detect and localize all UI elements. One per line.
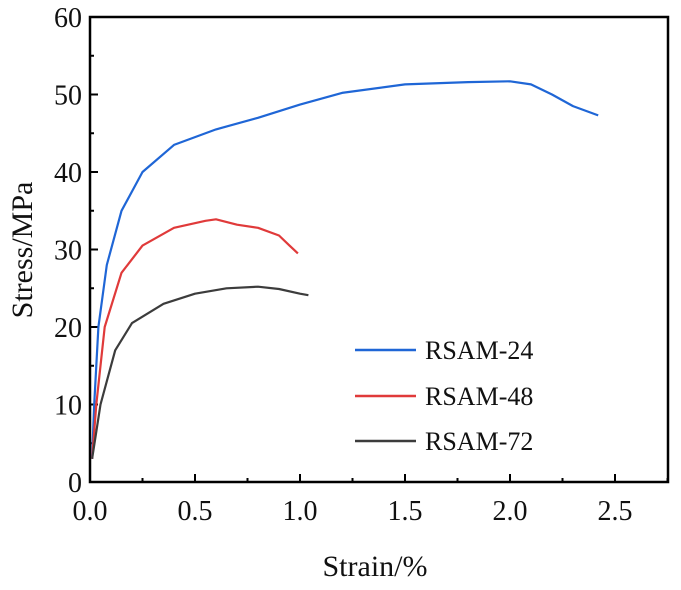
legend-label: RSAM-24: [425, 336, 533, 365]
legend-label: RSAM-48: [425, 382, 533, 411]
y-tick-label: 50: [54, 81, 82, 112]
y-tick-label: 0: [68, 468, 82, 499]
y-tick-label: 30: [54, 236, 82, 267]
series-line-rsam-72: [91, 285, 309, 459]
legend-label: RSAM-72: [425, 427, 533, 456]
y-tick-label: 60: [54, 3, 82, 34]
x-tick-label: 2.0: [493, 496, 528, 527]
x-tick-label: 0.5: [178, 496, 213, 527]
y-axis-label: Stress/MPa: [6, 182, 39, 319]
x-tick-label: 1.5: [388, 496, 423, 527]
x-tick-label: 2.5: [598, 496, 633, 527]
x-axis-label: Strain/%: [323, 550, 428, 583]
y-tick-label: 10: [54, 391, 82, 422]
y-tick-label: 20: [54, 313, 82, 344]
plot-frame: [88, 15, 670, 484]
series-line-rsam-24: [91, 80, 599, 459]
x-tick-label: 0.0: [73, 496, 108, 527]
y-tick-label: 40: [54, 158, 82, 189]
series-line-rsam-48: [91, 218, 299, 459]
x-tick-label: 1.0: [283, 496, 318, 527]
